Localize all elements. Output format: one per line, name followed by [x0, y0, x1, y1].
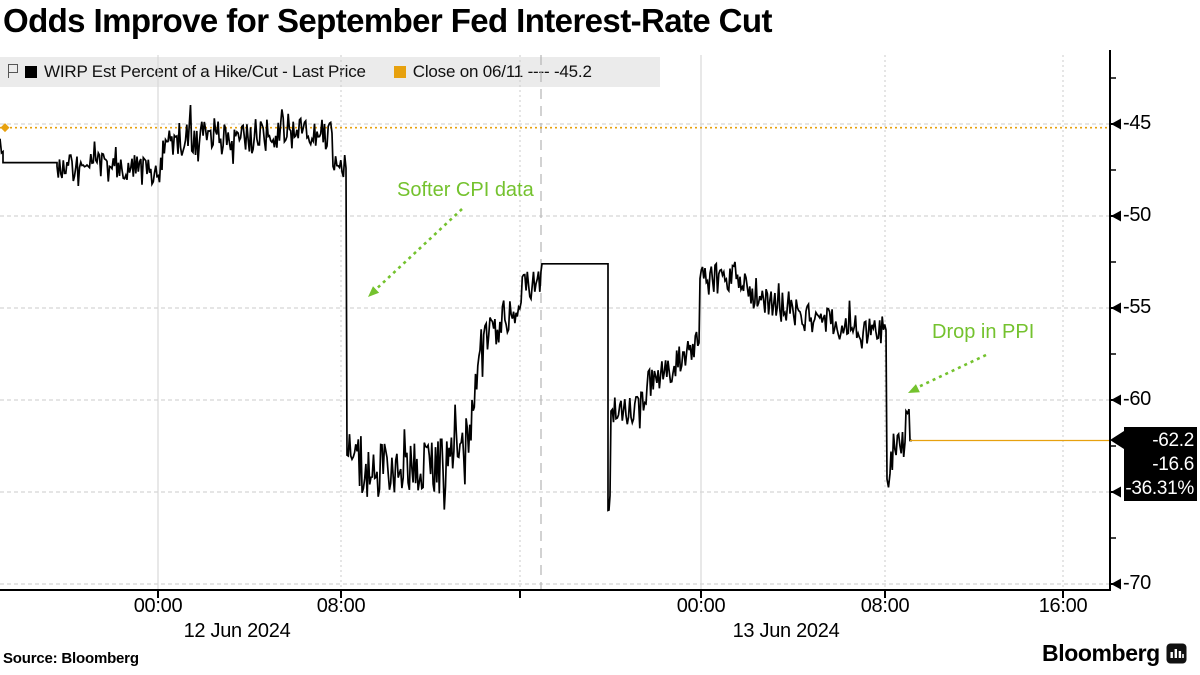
- y-tick-label: -55: [1123, 296, 1152, 318]
- y-axis-ticks: [1110, 77, 1121, 590]
- x-tick-label: 16:00: [1038, 595, 1088, 617]
- x-date-label: 12 Jun 2024: [183, 620, 291, 642]
- series1-swatch-icon: [25, 66, 37, 78]
- series-line: [0, 104, 912, 512]
- ppi-annotation-arrow: [908, 353, 987, 393]
- bloomberg-logo-text: Bloomberg: [1042, 640, 1160, 666]
- x-tick-label: 08:00: [860, 595, 910, 617]
- legend-series1-label[interactable]: WIRP Est Percent of a Hike/Cut - Last Pr…: [44, 62, 366, 81]
- close-marker-diamond-icon: [0, 123, 10, 133]
- vertical-gridlines: [157, 55, 1064, 590]
- annotation-ppi: Drop in PPI: [932, 321, 1035, 343]
- bloomberg-logo: Bloomberg: [1042, 640, 1187, 667]
- horizontal-gridlines: [0, 123, 1110, 585]
- chart-legend: WIRP Est Percent of a Hike/Cut - Last Pr…: [0, 57, 660, 87]
- x-tick-label: 00:00: [133, 595, 183, 617]
- x-axis-ticks: [157, 590, 1064, 598]
- y-tick-label: -70: [1123, 572, 1152, 594]
- annotation-pin-icon: [7, 63, 18, 78]
- series2-swatch-icon: [393, 66, 406, 78]
- y-tick-label: -50: [1123, 204, 1152, 226]
- y-tick-label: -60: [1123, 388, 1152, 410]
- annotation-cpi: Softer CPI data: [397, 179, 534, 201]
- legend-series2-label[interactable]: Close on 06/11 ---- -45.2: [412, 62, 592, 81]
- cpi-annotation-arrow: [368, 208, 463, 297]
- flag-last-price: -62.2: [1152, 430, 1194, 451]
- x-date-label: 13 Jun 2024: [732, 620, 840, 642]
- flag-pct-change: -36.31%: [1125, 478, 1194, 499]
- x-tick-label: 08:00: [316, 595, 366, 617]
- source-credit: Source: Bloomberg: [3, 650, 139, 667]
- flag-net-change: -16.6: [1152, 454, 1194, 475]
- axes: [0, 50, 1111, 591]
- y-tick-label: -45: [1123, 112, 1152, 134]
- bloomberg-terminal-icon: [1166, 643, 1187, 664]
- x-tick-label: 00:00: [676, 595, 726, 617]
- last-price-flag: [1110, 427, 1197, 501]
- page-title: Odds Improve for September Fed Interest-…: [3, 2, 772, 39]
